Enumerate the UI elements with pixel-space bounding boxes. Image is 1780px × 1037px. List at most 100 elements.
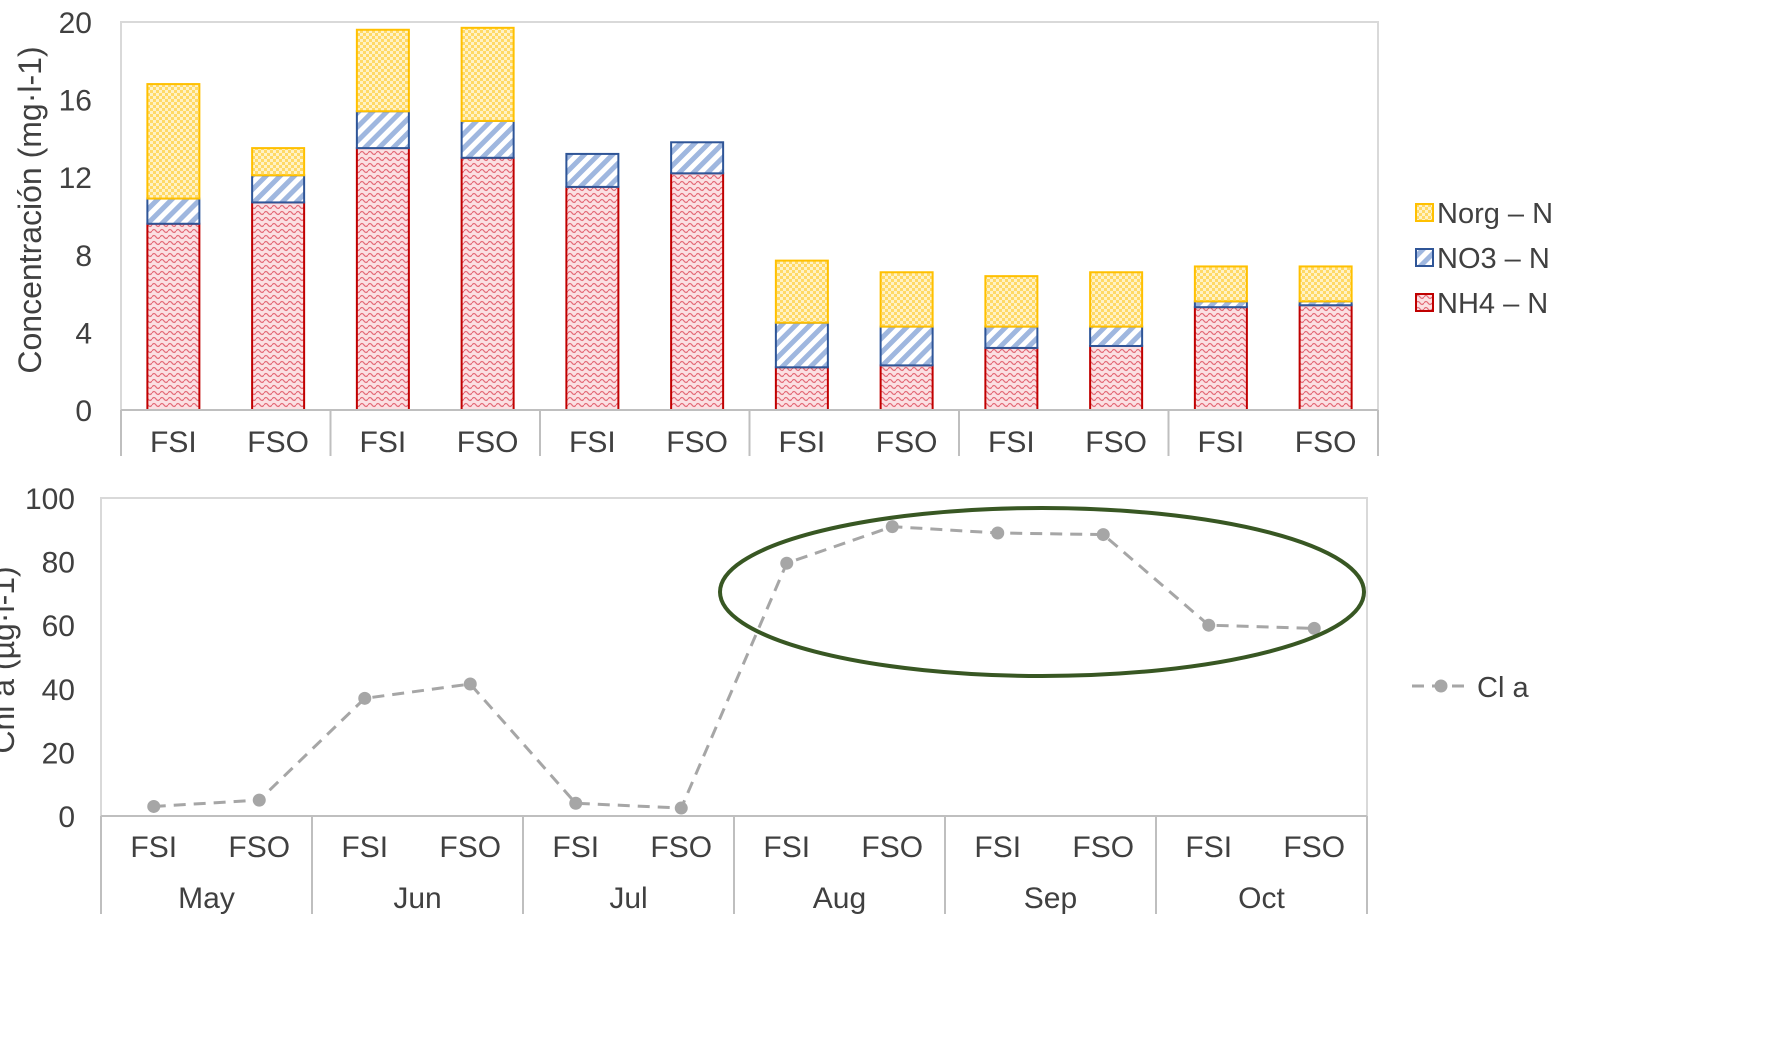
chl-a-point <box>674 801 688 815</box>
bottom-x-tick-label: FSO <box>650 831 712 864</box>
top-x-tick-label: FSI <box>150 426 197 459</box>
bottom-x-tick-label: FSI <box>552 831 599 864</box>
bottom-y-tick-label: 20 <box>42 737 75 770</box>
bar-segment <box>670 172 725 411</box>
bar-segment <box>984 275 1039 328</box>
bar-segment <box>774 321 829 369</box>
bar-segment <box>460 156 515 411</box>
top-x-tick-label: FSI <box>360 426 407 459</box>
bar-segment <box>565 185 620 411</box>
bar-segment <box>984 325 1039 349</box>
top-y-tick-labels: 0 4 8 12 16 20 <box>59 7 92 428</box>
top-x-tick-label: FSO <box>247 426 309 459</box>
top-legend: Norg – N NO3 – N NH4 – N <box>1415 198 1553 320</box>
top-x-tick-label: FSI <box>779 426 826 459</box>
bar-segment <box>355 147 410 411</box>
bottom-x-tick-label: FSI <box>130 831 177 864</box>
bar-segment <box>1298 304 1353 411</box>
legend-label: Norg – N <box>1437 198 1553 230</box>
bar-segment <box>1298 265 1353 303</box>
bottom-x-tick-label: FSO <box>228 831 290 864</box>
top-bars <box>146 26 1353 412</box>
bar-segment <box>460 119 515 159</box>
bar-segment <box>1089 325 1144 347</box>
top-x-tick-label: FSO <box>666 426 728 459</box>
top-x-axis: FSI FSO FSI FSO FSI FSO FSI FSO FSI FSO FSI FSO <box>120 409 1379 459</box>
bar-segment <box>1089 271 1144 328</box>
top-x-tick-label: FSO <box>1085 426 1147 459</box>
bar-segment <box>355 110 410 150</box>
bar-segment <box>1193 306 1248 411</box>
bar-segment <box>146 83 201 200</box>
top-x-tick-label: FSO <box>876 426 938 459</box>
bar-segment <box>565 152 620 188</box>
bottom-group-label: Jun <box>393 882 441 915</box>
bottom-x-tick-label: FSO <box>861 831 923 864</box>
bar-segment <box>460 26 515 122</box>
chl-a-point <box>147 799 161 813</box>
top-y-tick-label: 0 <box>75 395 92 428</box>
top-y-tick-label: 16 <box>59 85 92 118</box>
chl-a-point <box>358 691 372 705</box>
legend-point-marker <box>1434 679 1448 693</box>
bar-segment <box>774 366 829 412</box>
bottom-y-tick-label: 40 <box>42 674 75 707</box>
bottom-y-tick-label: 0 <box>58 801 75 834</box>
bottom-x-tick-label: FSO <box>1283 831 1345 864</box>
bar-segment <box>879 364 934 412</box>
top-y-tick-label: 20 <box>59 7 92 40</box>
bottom-x-tick-label: FSO <box>439 831 501 864</box>
bar-segment <box>146 197 201 225</box>
legend-swatch <box>1415 293 1434 312</box>
bottom-y-tick-labels: 0 20 40 60 80 100 <box>25 483 75 834</box>
bottom-x-tick-label: FSI <box>974 831 1021 864</box>
highlight-ellipse <box>718 506 1366 678</box>
bar-segment <box>1089 344 1144 412</box>
bottom-group-label: Aug <box>813 882 866 915</box>
bottom-x-tick-label: FSI <box>763 831 810 864</box>
bottom-x-tick-label: FSI <box>341 831 388 864</box>
chl-a-point <box>885 520 899 534</box>
bar-segment <box>984 346 1039 412</box>
bottom-x-axis: FSI FSO FSI FSO FSI FSO FSI FSO FSI FSO FSI FSO May J… <box>100 815 1368 915</box>
chl-a-point <box>991 526 1005 540</box>
bottom-group-label: Sep <box>1024 882 1077 915</box>
bottom-y-tick-label: 80 <box>42 547 75 580</box>
bottom-group-label: Oct <box>1238 882 1285 915</box>
chl-a-point <box>780 556 794 570</box>
top-y-tick-label: 4 <box>75 317 92 350</box>
chl-a-point <box>1307 621 1321 635</box>
bar-segment <box>251 147 306 177</box>
legend-label: NH4 – N <box>1437 288 1548 320</box>
bar-segment <box>1193 265 1248 303</box>
top-plot-frame <box>120 21 1379 411</box>
bar-segment <box>670 141 725 175</box>
bar-segment <box>251 201 306 411</box>
bottom-x-tick-label: FSO <box>1072 831 1134 864</box>
top-y-tick-label: 12 <box>59 162 92 195</box>
legend-label: NO3 – N <box>1437 243 1550 275</box>
top-x-tick-label: FSI <box>569 426 616 459</box>
chl-a-point <box>463 677 477 691</box>
chl-a-line <box>153 525 1315 810</box>
bottom-y-tick-label: 100 <box>25 483 75 516</box>
bottom-y-tick-label: 60 <box>42 610 75 643</box>
top-x-tick-label: FSI <box>1198 426 1245 459</box>
chl-a-point <box>1202 618 1216 632</box>
legend-label: Cl a <box>1477 672 1529 704</box>
top-y-tick-label: 8 <box>75 240 92 273</box>
bar-segment <box>146 222 201 411</box>
chl-a-point <box>1096 528 1110 542</box>
bar-segment <box>879 271 934 328</box>
bottom-x-tick-label: FSI <box>1185 831 1232 864</box>
chl-a-point <box>569 796 583 810</box>
legend-swatch <box>1415 248 1434 267</box>
chl-a-series <box>147 520 1321 815</box>
bar-segment <box>879 325 934 367</box>
legend-swatch <box>1415 203 1434 222</box>
top-x-tick-label: FSO <box>457 426 519 459</box>
bottom-group-label: Jul <box>609 882 647 915</box>
top-x-tick-label: FSO <box>1295 426 1357 459</box>
